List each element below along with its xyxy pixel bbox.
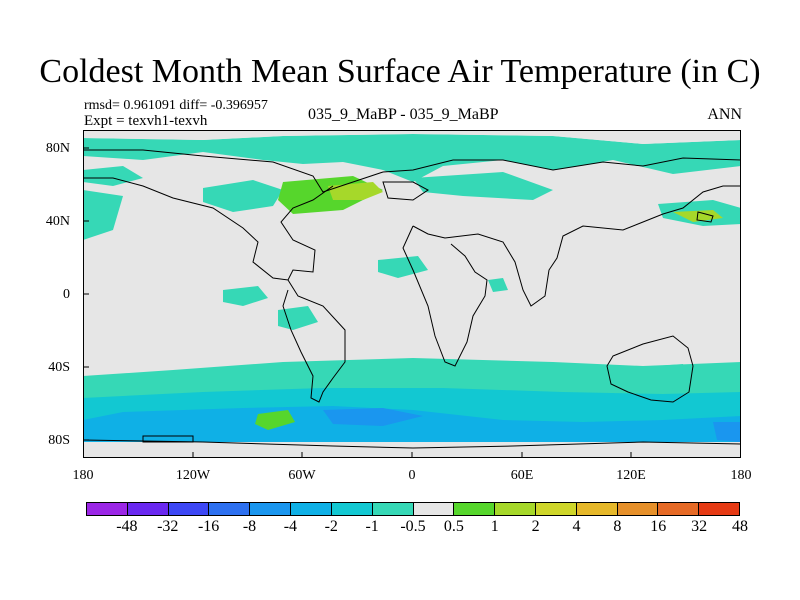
lon-label-120e: 120E [616, 468, 646, 483]
lat-label-40s: 40S [48, 360, 70, 375]
colorbar-label: 1 [490, 518, 499, 535]
colorbar-label: 4 [572, 518, 581, 535]
colorbar-swatch [127, 503, 169, 515]
coastlines [82, 149, 742, 449]
lat-label-80n: 80N [45, 141, 70, 156]
colorbar-label: 0.5 [443, 518, 464, 535]
lon-label-180w: 180 [72, 468, 94, 483]
colorbar-label: 2 [531, 518, 540, 535]
southern-ocean-deep [323, 408, 423, 426]
lon-label-120w: 120W [175, 468, 211, 483]
southern-ocean-strong [83, 406, 741, 442]
colorbar-swatch [658, 503, 700, 515]
stats-text: rmsd= 0.961091 diff= -0.396957 [84, 98, 268, 113]
colorbar-label: 16 [650, 518, 667, 535]
scandinavia-coast [382, 181, 429, 201]
south-pacific-warm [255, 410, 295, 430]
colorbar-swatch [250, 503, 292, 515]
japan-coast [696, 211, 714, 223]
colorbar-label: 48 [732, 518, 748, 535]
colorbar-swatch [454, 503, 496, 515]
lon-label-180e: 180 [730, 468, 752, 483]
eurasia-africa-coast [412, 185, 741, 307]
west-pacific-patch [83, 190, 123, 240]
colorbar-label: 8 [613, 518, 622, 535]
south-america-coast [282, 279, 346, 403]
lat-label-80s: 80S [48, 433, 70, 448]
lat-label-0: 0 [63, 287, 70, 302]
season-text: ANN [707, 106, 742, 123]
tropical-patch-2 [378, 256, 428, 278]
experiment-text: Expt = texvh1-texvh [84, 113, 208, 129]
lon-label-60e: 60E [510, 468, 534, 483]
colorbar-swatch [576, 503, 618, 515]
map-panel [82, 130, 742, 458]
colorbar-label: -1 [365, 518, 379, 535]
australia-coast [606, 335, 694, 403]
north-atlantic-patch [203, 180, 283, 212]
colorbar-swatch [495, 503, 536, 515]
antarctic-neutral [83, 442, 741, 458]
colorbar-label: -0.5 [400, 518, 426, 535]
australia-coast-patch [603, 364, 693, 392]
lon-label-0: 0 [408, 468, 416, 483]
lon-label-60w: 60W [288, 468, 316, 483]
colorbar-swatch [331, 503, 373, 515]
colorbar-label: -16 [197, 518, 220, 535]
siberia-patch [413, 172, 553, 200]
colorbar-label: -4 [283, 518, 298, 535]
polar-cap-neutral [83, 130, 741, 144]
colorbar-swatch [413, 503, 455, 515]
colorbar-swatch [168, 503, 210, 515]
colorbar-label: -48 [116, 518, 138, 535]
antarctica-coast [82, 439, 742, 449]
colorbar-label: -32 [157, 518, 179, 535]
south-america-patch [278, 306, 318, 330]
antarctic-peninsula [142, 435, 194, 443]
southern-ocean-deep-east [713, 422, 741, 442]
tropical-patch-1 [223, 286, 268, 306]
period-text: 035_9_MaBP - 035_9_MaBP [308, 106, 499, 123]
tropical-patch-3 [488, 278, 508, 292]
colorbar-swatch [209, 503, 251, 515]
tick-marks [83, 147, 632, 458]
colorbar-label: 32 [691, 518, 708, 535]
colorbar-swatch [535, 503, 577, 515]
colorbar [86, 502, 740, 516]
colorbar-swatch [291, 503, 332, 515]
colorbar-label: -2 [324, 518, 338, 535]
colorbar-swatch [372, 503, 414, 515]
africa-coast [402, 225, 488, 367]
north-pacific-patch [83, 166, 143, 186]
europe-warm-core [328, 182, 383, 200]
colorbar-swatch [617, 503, 659, 515]
plot-title: Coldest Month Mean Surface Air Temperatu… [39, 53, 761, 90]
arctic-anomaly [83, 134, 741, 182]
colorbar-swatch [87, 503, 128, 515]
arctic-coast [83, 149, 742, 193]
colorbar-swatch [699, 503, 739, 515]
colorbar-label: -8 [242, 518, 257, 535]
map-svg [82, 130, 742, 458]
lat-label-40n: 40N [45, 214, 70, 229]
north-america-coast [83, 177, 334, 281]
